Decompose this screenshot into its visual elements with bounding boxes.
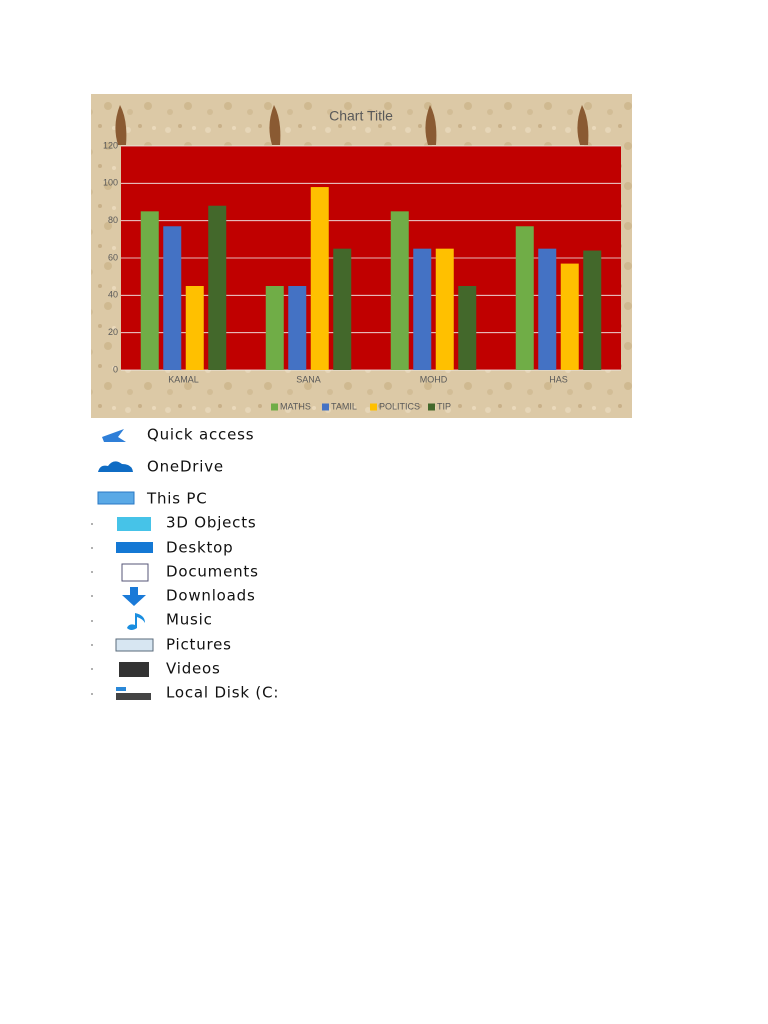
icon-downloads: [122, 587, 146, 606]
nav-item[interactable]: Documents: [166, 563, 259, 581]
legend-swatch: [428, 403, 435, 411]
icon-music: [127, 613, 145, 630]
y-tick-label: 20: [108, 327, 118, 337]
nav-item[interactable]: 3D Objects: [166, 514, 257, 532]
bar: [458, 286, 477, 370]
bar: [435, 248, 454, 370]
nav-item[interactable]: Local Disk (C:: [166, 684, 279, 702]
chart: 0 20 40 60 80 100 120 KAMAL SANA MOHD HAS MATHS TAMI…: [103, 140, 621, 411]
legend-swatch: [370, 403, 377, 411]
bar: [208, 205, 227, 370]
bar: [413, 248, 432, 370]
x-tick-label: MOHD: [420, 374, 448, 384]
nav-item[interactable]: Desktop: [166, 539, 233, 557]
bar: [560, 263, 579, 370]
chart-title: Chart Title: [329, 108, 393, 124]
icon-disk-logo: [116, 687, 126, 691]
y-tick-label: 40: [108, 290, 118, 300]
nav-item[interactable]: Pictures: [166, 636, 232, 654]
bar: [265, 286, 284, 370]
nav-item[interactable]: Music: [166, 611, 213, 629]
bar: [288, 286, 307, 370]
legend-swatch: [322, 403, 329, 411]
icon-documents: [121, 563, 149, 582]
icon-onedrive: [98, 461, 133, 472]
bar: [310, 187, 329, 370]
bar: [185, 286, 204, 370]
icon-videos: [119, 662, 149, 677]
icon-pictures: [115, 638, 154, 652]
nav-item[interactable]: Videos: [166, 660, 221, 678]
nav-item[interactable]: Quick access: [147, 426, 254, 444]
bar: [515, 226, 534, 370]
x-tick-label: KAMAL: [168, 374, 199, 384]
nav-item[interactable]: OneDrive: [147, 458, 224, 476]
icon-3d: [117, 517, 151, 531]
y-tick-label: 0: [113, 364, 118, 374]
y-tick-label: 80: [108, 215, 118, 225]
bar: [390, 211, 409, 370]
legend-label: MATHS: [280, 401, 311, 411]
legend-label: TIP: [437, 401, 451, 411]
y-tick-label: 120: [103, 140, 118, 150]
legend-label: POLITICS: [379, 401, 420, 411]
icon-this-pc: [97, 491, 135, 505]
nav-item[interactable]: This PC: [146, 490, 208, 508]
icon-disk: [116, 693, 151, 700]
bar: [333, 248, 352, 370]
nav-item[interactable]: Downloads: [166, 587, 256, 605]
y-tick-label: 60: [108, 252, 118, 262]
legend-label: TAMIL: [331, 401, 357, 411]
legend-swatch: [271, 403, 278, 411]
bar: [140, 211, 159, 370]
bar: [163, 226, 182, 370]
x-tick-label: HAS: [549, 374, 568, 384]
icon-quick-access: [102, 429, 126, 442]
decorations: [115, 105, 589, 145]
x-tick-label: SANA: [296, 374, 321, 384]
tree-dots: [91, 523, 93, 695]
bar: [538, 248, 557, 370]
icon-desktop: [116, 542, 153, 553]
navigation-pane: Quick access OneDrive This PC 3D Objects…: [91, 426, 279, 702]
y-tick-label: 100: [103, 178, 118, 188]
bar: [583, 250, 602, 370]
